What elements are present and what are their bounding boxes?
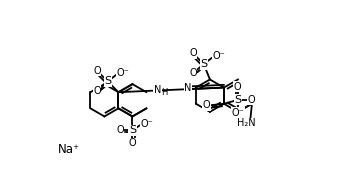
Text: O: O (93, 86, 101, 96)
Text: O: O (189, 68, 197, 78)
Text: O: O (129, 138, 136, 148)
Text: O: O (189, 48, 197, 58)
Text: O⁻: O⁻ (141, 119, 153, 129)
Text: S: S (234, 95, 242, 105)
Text: O: O (203, 100, 210, 110)
Text: O: O (116, 125, 124, 135)
Text: N: N (154, 85, 161, 95)
Text: O⁻: O⁻ (117, 68, 129, 78)
Text: S: S (129, 125, 136, 135)
Text: O: O (247, 95, 255, 105)
Text: H: H (161, 88, 168, 97)
Text: H₂N: H₂N (237, 118, 256, 128)
Text: O⁻: O⁻ (213, 51, 226, 61)
Text: O⁻: O⁻ (231, 108, 244, 118)
Text: O: O (93, 66, 101, 76)
Text: S: S (200, 59, 207, 69)
Text: Na⁺: Na⁺ (58, 143, 80, 156)
Text: O: O (234, 82, 242, 92)
Text: S: S (104, 76, 111, 86)
Text: N: N (184, 83, 191, 94)
